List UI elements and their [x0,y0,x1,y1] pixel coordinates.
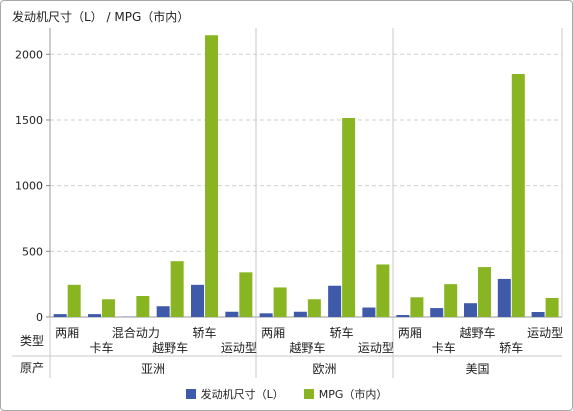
bar-mpg [342,117,356,317]
y-tick-label: 1000 [15,180,43,193]
bar-engine [396,315,410,317]
chart-title: 发动机尺寸（L） / MPG（市内） [12,10,190,24]
legend-swatch-engine [185,389,196,399]
category-label: 两厢 [55,326,79,340]
legend: 发动机尺寸（L） MPG（市内） [0,386,573,402]
bar-engine [531,312,545,317]
category-label: 两厢 [261,326,285,340]
bar-engine [362,307,376,317]
category-label: 轿车 [499,340,523,355]
y-tick-label: 1500 [15,114,43,127]
bar-mpg [444,284,458,317]
legend-item-mpg[interactable]: MPG（市内） [303,386,388,402]
bar-mpg [67,284,81,317]
y-tick-label: 2000 [15,48,43,61]
bar-engine [464,303,477,317]
row-header-origin: 原产 [20,361,44,375]
bar-engine [225,311,239,317]
legend-item-engine[interactable]: 发动机尺寸（L） [185,386,284,402]
origin-label: 美国 [465,362,489,376]
bar-mpg [239,272,253,317]
bar-engine [191,284,204,317]
category-label: 卡车 [432,340,456,355]
bar-mpg [376,264,390,317]
y-tick-label: 0 [36,311,43,324]
bar-mpg [273,287,287,317]
bar-engine [328,285,342,317]
bar-mpg [545,297,559,317]
bar-mpg [205,35,218,317]
y-tick-label: 500 [22,245,43,258]
category-label: 运动型 [358,341,394,355]
bar-engine [430,308,444,317]
bar-mpg [136,295,150,317]
bar-engine [259,313,273,317]
legend-label-mpg: MPG（市内） [318,388,388,401]
bar-mpg [511,73,525,318]
category-label: 轿车 [330,325,354,340]
bar-mpg [170,261,184,317]
bar-mpg [307,299,321,317]
category-label: 运动型 [527,326,563,340]
category-label: 越野车 [459,325,495,340]
bar-mpg [478,267,491,317]
origin-label: 亚洲 [141,362,165,376]
legend-swatch-mpg [303,389,314,399]
category-label: 越野车 [152,340,188,355]
legend-label-engine: 发动机尺寸（L） [200,388,284,401]
category-label: 运动型 [221,341,257,355]
bar-engine [88,314,101,317]
row-header-type: 类型 [20,334,44,348]
bar-engine [497,278,511,317]
category-label: 两厢 [398,326,422,340]
category-label: 越野车 [289,340,325,355]
origin-label: 欧洲 [312,362,336,376]
bar-engine [293,311,307,317]
bar-engine [156,306,170,317]
category-label: 卡车 [89,340,113,355]
category-label: 轿车 [192,325,216,340]
category-label: 混合动力 [112,325,160,340]
bar-mpg [102,299,115,317]
bar-mpg [410,297,424,317]
bar-engine [53,314,67,317]
